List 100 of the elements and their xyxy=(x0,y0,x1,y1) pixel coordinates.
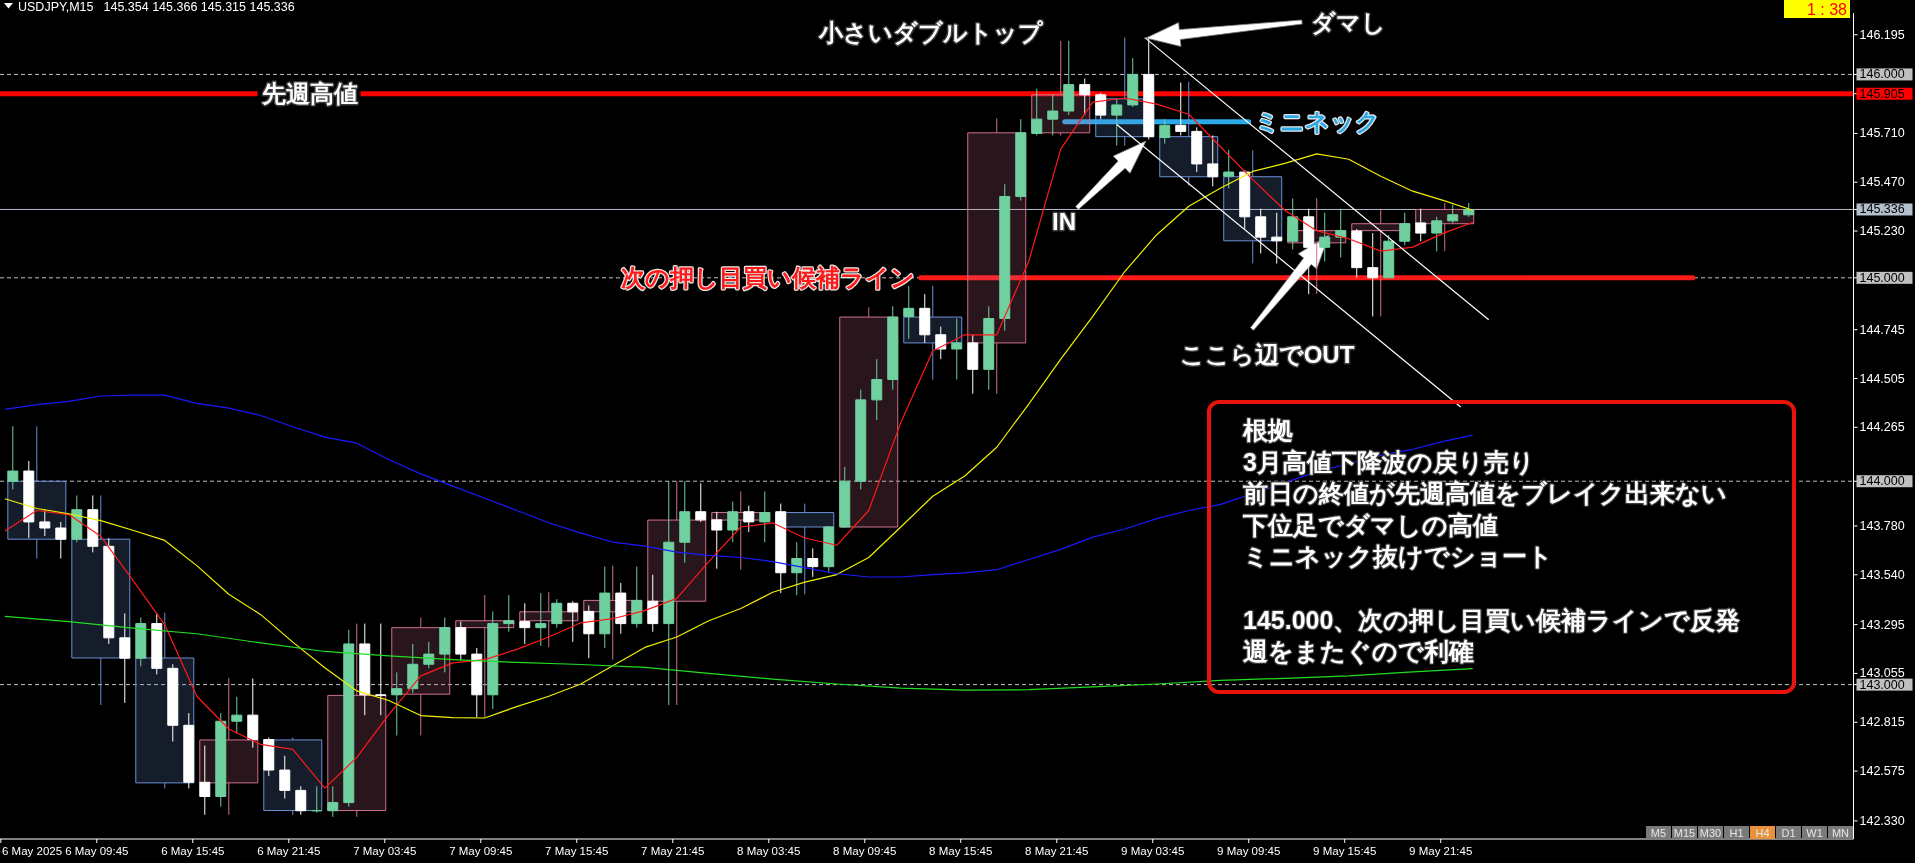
annotation: MN xyxy=(1831,826,1850,839)
candlestick xyxy=(135,617,147,667)
candlestick xyxy=(1223,149,1235,189)
x-tick-label: 7 May 21:45 xyxy=(641,845,705,857)
x-tick-label: 7 May 03:45 xyxy=(353,845,417,857)
x-tick-label: 7 May 09:45 xyxy=(449,845,513,857)
y-tick-label: 145.230 xyxy=(1859,224,1905,239)
y-tick-label: 145.905 xyxy=(1859,86,1905,101)
candlestick xyxy=(935,326,947,360)
x-tick-label: 8 May 09:45 xyxy=(833,845,897,857)
candlestick xyxy=(775,503,787,594)
candlestick xyxy=(279,755,291,800)
candlestick xyxy=(807,547,819,578)
annotation: M15 xyxy=(1673,826,1696,839)
candlestick xyxy=(855,389,867,490)
y-tick-label: 142.815 xyxy=(1859,715,1905,730)
candlestick xyxy=(1335,208,1347,258)
candlestick xyxy=(1271,212,1283,265)
candlestick xyxy=(1079,77,1091,116)
candlestick xyxy=(391,671,403,736)
candlestick xyxy=(103,537,115,645)
candlestick xyxy=(151,612,163,675)
annotation: 145.000、次の押し目買い候補ラインで反発 xyxy=(1243,605,1741,634)
candlestick xyxy=(951,318,963,381)
annotation: ミニネック抜けでショート xyxy=(1243,542,1553,572)
candlestick xyxy=(583,604,595,659)
x-tick-label: 9 May 03:45 xyxy=(1121,845,1185,857)
candlestick xyxy=(919,293,931,344)
candlestick xyxy=(1351,228,1363,279)
candlestick xyxy=(1239,169,1251,230)
y-tick-label: 142.575 xyxy=(1859,764,1905,779)
y-tick-label: 145.336 xyxy=(1859,202,1905,217)
chart-subtitle: 145.354 145.366 145.315 145.336 xyxy=(103,0,295,14)
y-tick-label: 143.780 xyxy=(1859,518,1905,533)
y-tick-label: 145.000 xyxy=(1859,270,1905,285)
y-tick-label: 142.330 xyxy=(1859,813,1905,828)
candlestick xyxy=(967,334,979,395)
candlestick xyxy=(359,623,371,716)
candlestick xyxy=(1287,198,1299,250)
candlestick xyxy=(519,602,531,645)
candlestick xyxy=(711,511,723,570)
candlestick xyxy=(663,480,675,706)
y-tick-label: 144.745 xyxy=(1859,322,1905,337)
annotation: 1 : 38 xyxy=(1806,1,1848,18)
candlestick xyxy=(615,582,627,635)
y-tick-label: 143.540 xyxy=(1859,567,1905,582)
candlestick xyxy=(1319,212,1331,263)
y-tick-label: 144.505 xyxy=(1859,371,1905,386)
candlestick xyxy=(407,643,419,694)
candlestick xyxy=(311,785,323,814)
candlestick xyxy=(1447,204,1459,224)
candlestick xyxy=(1431,216,1443,252)
candlestick xyxy=(199,745,211,816)
candlestick xyxy=(823,525,835,574)
candlestick xyxy=(55,521,67,560)
x-tick-label: 8 May 15:45 xyxy=(929,845,993,857)
annotation: H4 xyxy=(1755,826,1770,839)
x-tick-label: 6 May 09:45 xyxy=(65,845,129,857)
candlestick xyxy=(1255,208,1267,254)
candlestick xyxy=(1463,202,1475,218)
x-tick-label: 9 May 21:45 xyxy=(1409,845,1473,857)
candlestick xyxy=(1015,118,1027,202)
candlestick xyxy=(1111,98,1123,147)
candlestick xyxy=(167,663,179,743)
candlestick xyxy=(647,574,659,633)
candlestick xyxy=(887,305,899,391)
x-tick-label: 6 May 15:45 xyxy=(161,845,225,857)
annotation: ここら辺でOUT xyxy=(1179,340,1355,368)
candlestick xyxy=(743,505,755,533)
candlestick xyxy=(439,617,451,673)
annotation: 下位足でダマしの高値 xyxy=(1242,510,1498,539)
series-label: 次の押し目買い候補ライン xyxy=(620,264,915,292)
candlestick xyxy=(1207,134,1219,187)
candlestick xyxy=(263,737,275,777)
candlestick xyxy=(247,678,259,749)
candlestick xyxy=(727,501,739,543)
y-tick-label: 146.000 xyxy=(1859,67,1905,82)
candlestick xyxy=(791,541,803,596)
y-tick-label: 144.265 xyxy=(1859,420,1905,435)
candlestick xyxy=(695,482,707,523)
candlestick xyxy=(631,566,643,629)
candlestick xyxy=(87,494,99,553)
y-tick-label: 144.000 xyxy=(1859,474,1905,489)
candlestick xyxy=(39,509,51,537)
candlestick xyxy=(1159,118,1171,145)
x-tick-label: 6 May 2025 xyxy=(2,845,63,857)
annotation: 小さいダブルトップ xyxy=(817,19,1044,47)
annotation: H1 xyxy=(1729,826,1744,839)
candlestick xyxy=(231,696,243,734)
candlestick xyxy=(1303,208,1315,295)
candlestick xyxy=(679,480,691,564)
y-tick-label: 145.710 xyxy=(1859,126,1905,141)
candlestick xyxy=(343,629,355,808)
candlestick xyxy=(1127,57,1139,108)
candlestick xyxy=(183,712,195,789)
candlestick xyxy=(871,358,883,421)
candlestick xyxy=(119,612,131,704)
chart-title: USDJPY,M15 xyxy=(18,0,94,14)
x-tick-label: 7 May 15:45 xyxy=(545,845,609,857)
x-tick-label: 6 May 21:45 xyxy=(257,845,321,857)
